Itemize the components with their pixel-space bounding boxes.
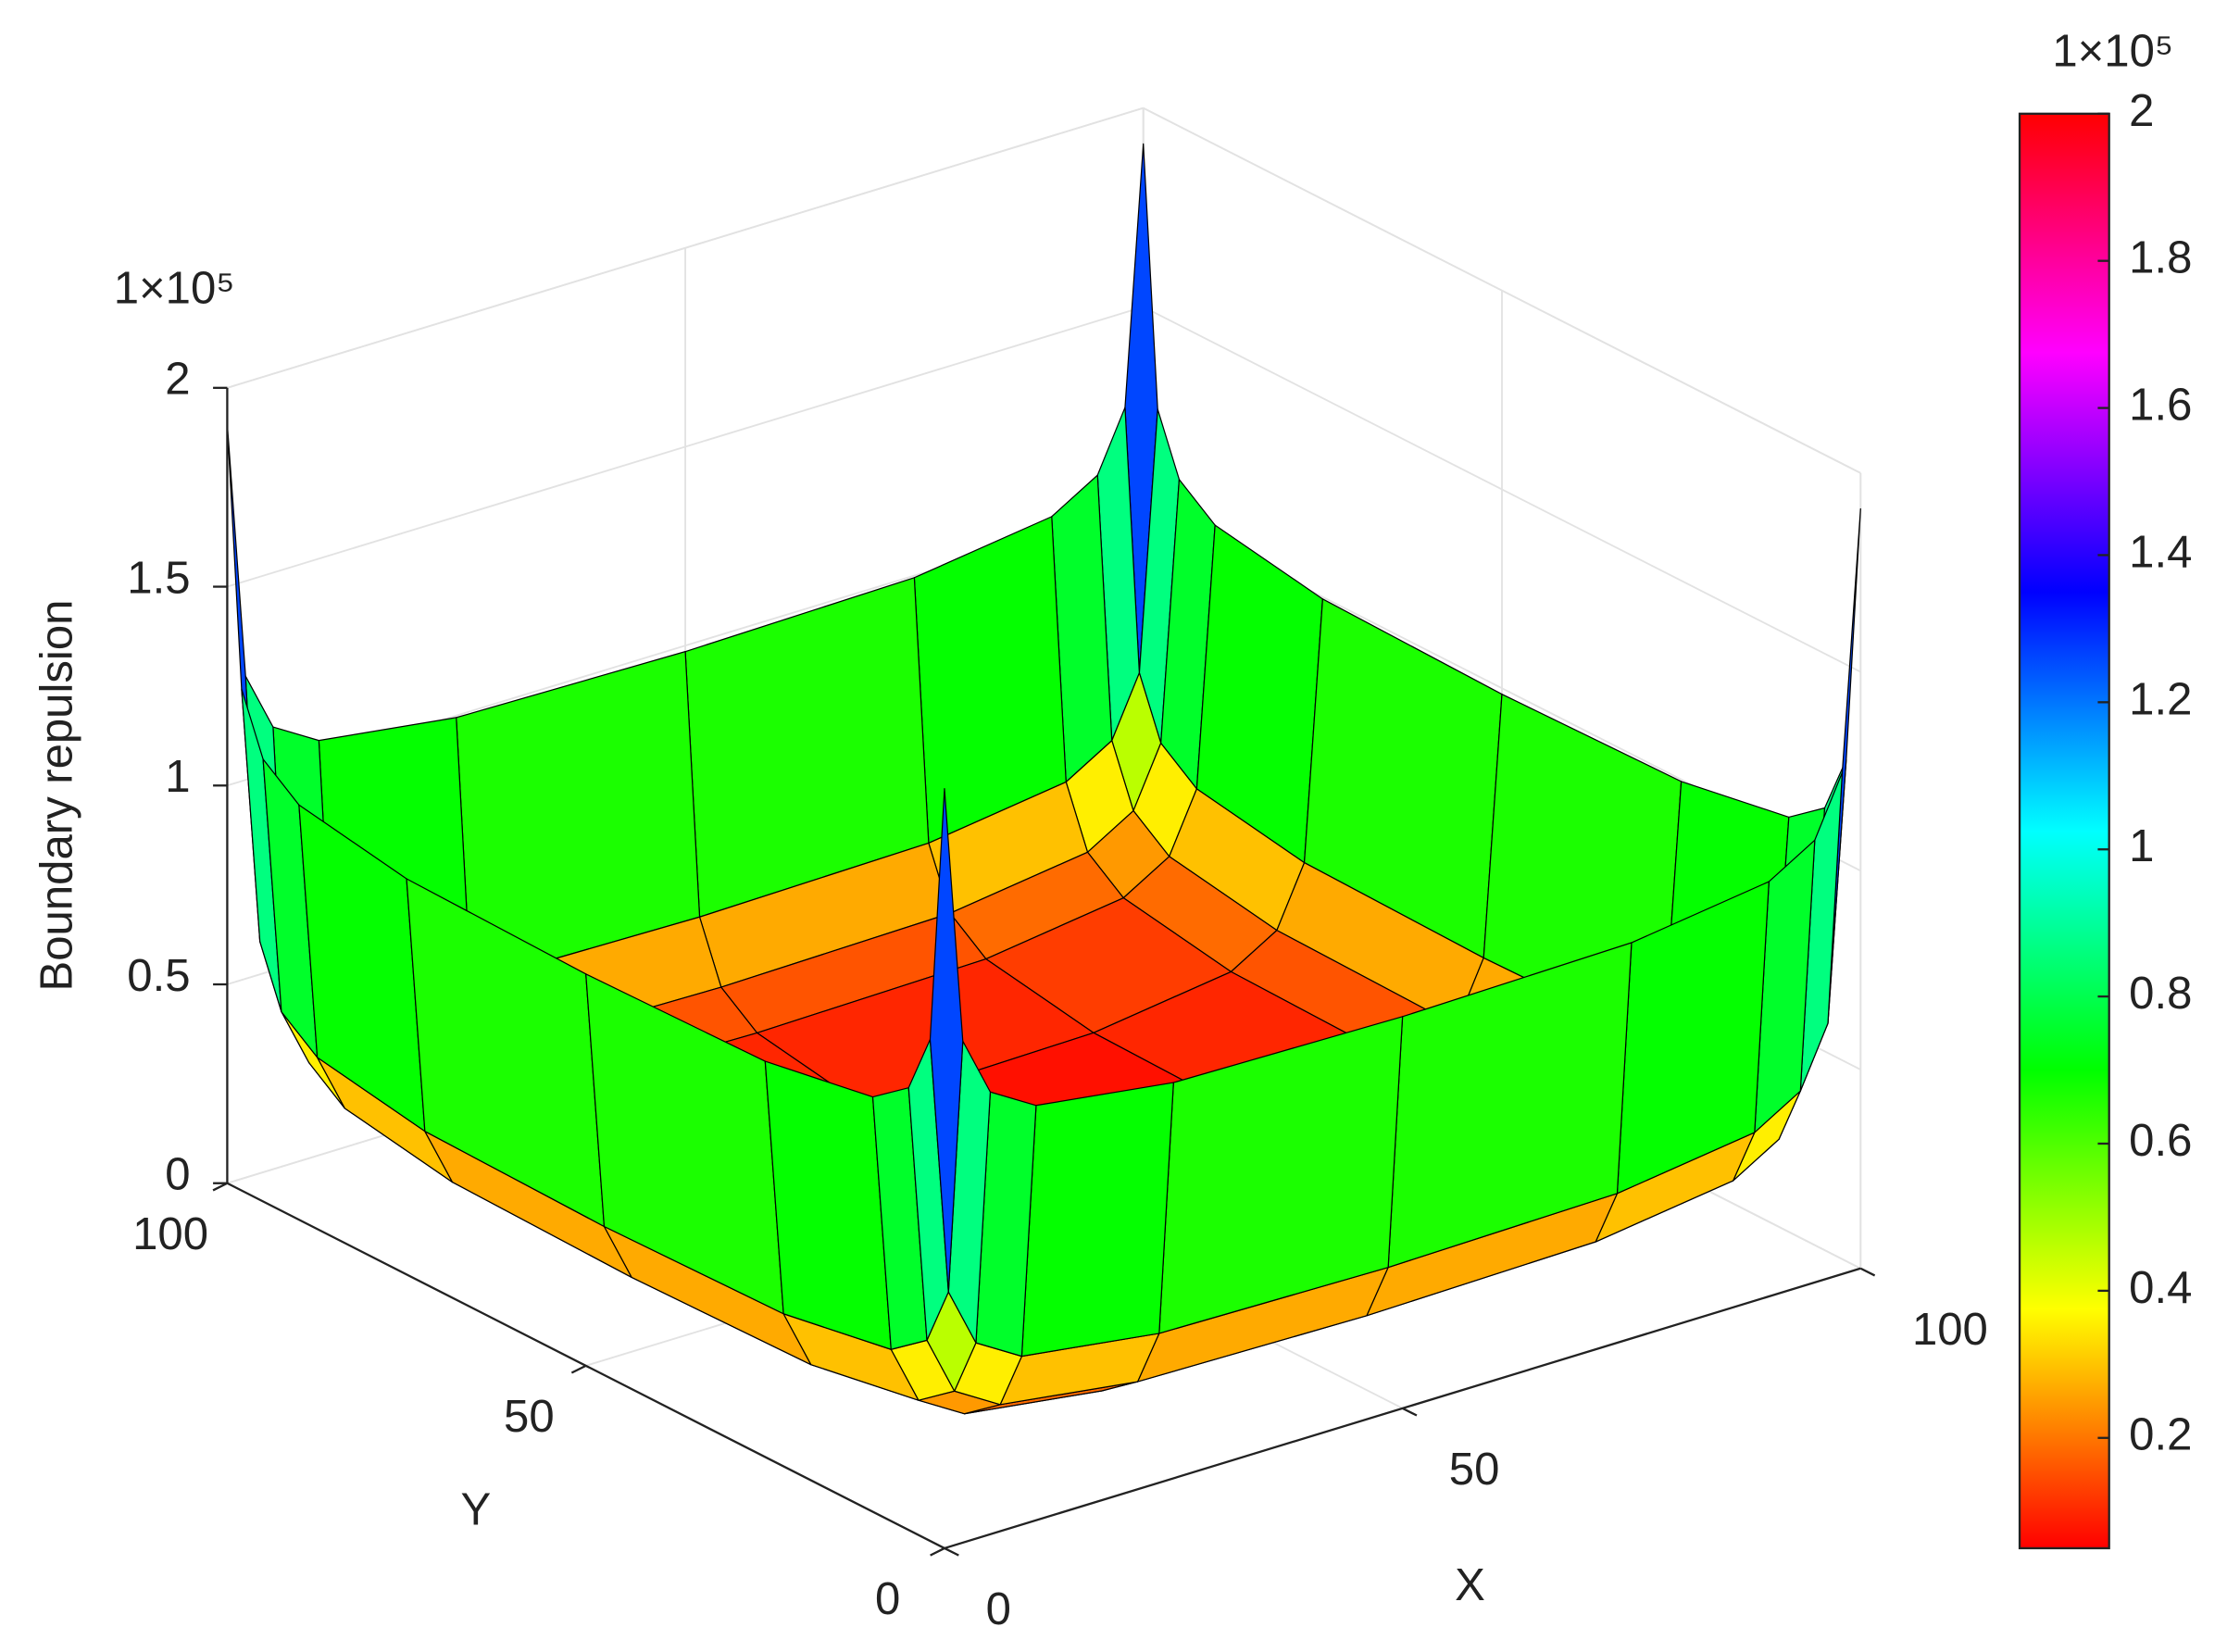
colorbar-tick-label: 0.4: [2129, 1263, 2192, 1313]
y-tick: [212, 1182, 228, 1192]
y-tick-label: 50: [504, 1392, 555, 1442]
colorbar-tick-label: 0.6: [2129, 1116, 2192, 1166]
x-tick: [1402, 1407, 1418, 1417]
grid-line: [227, 106, 1144, 389]
surface-cell: [764, 1060, 892, 1350]
z-tick-label: 0: [165, 1150, 190, 1200]
x-tick-label: 100: [1912, 1305, 1988, 1355]
z-axis-label: Boundary repulsion: [31, 600, 81, 992]
colorbar-tick-label: 1.2: [2129, 674, 2192, 724]
y-axis-label: Y: [460, 1485, 491, 1535]
grid-line: [227, 306, 1144, 588]
colorbar-tick-label: 0.8: [2129, 969, 2192, 1019]
colorbar-exponent: 1×10⁵: [2052, 26, 2173, 76]
colorbar-tick-label: 1: [2129, 821, 2154, 871]
x-tick: [944, 1546, 959, 1557]
x-tick: [1859, 1267, 1876, 1277]
colorbar-tick-label: 1.4: [2129, 527, 2192, 577]
z-tick-label: 1: [165, 752, 190, 802]
grid-line: [1143, 106, 1861, 474]
colorbar-tick-label: 0.2: [2129, 1410, 2192, 1460]
colorbar-tick-label: 1.6: [2129, 381, 2192, 431]
y-tick-label: 0: [875, 1574, 900, 1624]
z-exponent: 1×10⁵: [114, 263, 235, 313]
colorbar-tick-label: 2: [2129, 86, 2154, 136]
y-tick: [930, 1546, 945, 1557]
z-tick-label: 2: [165, 355, 190, 405]
y-tick-label: 100: [132, 1209, 208, 1259]
x-tick-label: 50: [1449, 1445, 1500, 1495]
grid-line: [1143, 306, 1861, 673]
z-tick-label: 0.5: [127, 951, 190, 1001]
y-tick: [570, 1364, 587, 1374]
surface-cell: [929, 788, 964, 1293]
x-tick-label: 0: [986, 1584, 1011, 1634]
colorbar-tick-label: 1.8: [2129, 233, 2192, 283]
surface: [226, 143, 1861, 1415]
surface-cell: [1020, 1082, 1174, 1358]
colorbar: [2018, 112, 2110, 1550]
z-tick-label: 1.5: [127, 553, 190, 603]
x-axis-label: X: [1455, 1560, 1485, 1610]
